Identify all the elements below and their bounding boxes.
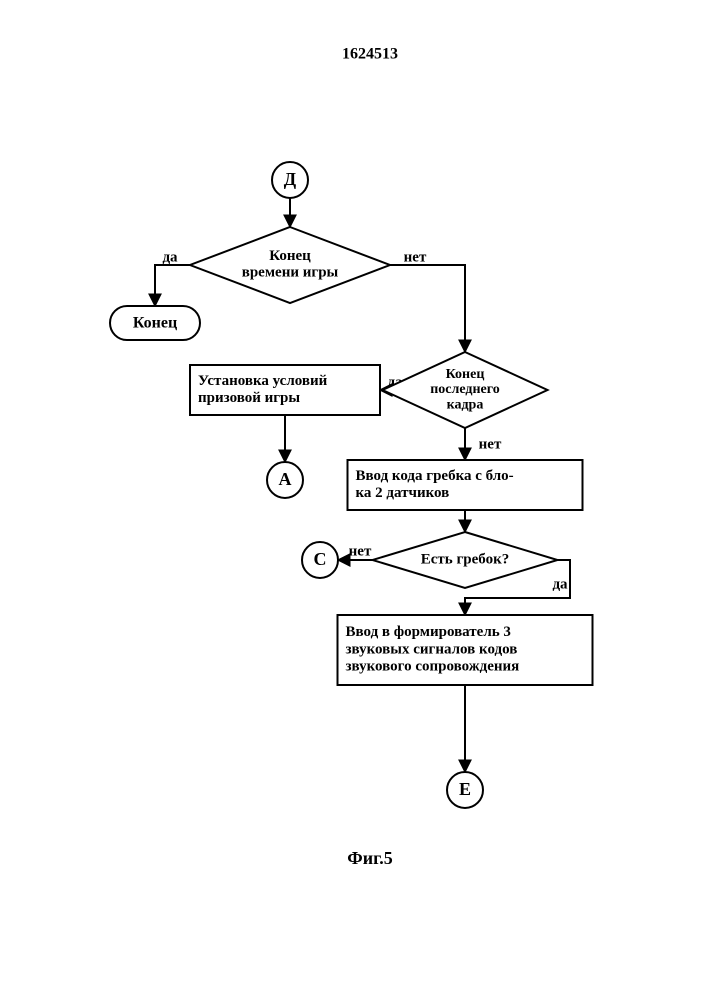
edge-label: нет: [349, 543, 372, 559]
node-dec1: Конецвремени игры: [190, 227, 390, 303]
node-D: Д: [272, 162, 308, 198]
svg-text:Есть гребок?: Есть гребок?: [421, 551, 509, 567]
svg-text:Е: Е: [459, 779, 471, 799]
flow-edge: [390, 265, 465, 352]
edge-label: нет: [479, 436, 502, 452]
edge-label: да: [162, 249, 178, 265]
svg-text:звукового сопровождения: звукового сопровождения: [346, 659, 520, 675]
page-number: 1624513: [342, 46, 398, 63]
svg-text:кадра: кадра: [447, 398, 484, 413]
node-C: С: [302, 542, 338, 578]
svg-text:последнего: последнего: [430, 382, 500, 397]
svg-text:ка 2 датчиков: ка 2 датчиков: [356, 485, 450, 501]
node-A: А: [267, 462, 303, 498]
node-E: Е: [447, 772, 483, 808]
svg-text:Д: Д: [284, 169, 297, 189]
svg-text:А: А: [279, 469, 292, 489]
svg-text:призовой игры: призовой игры: [198, 390, 300, 406]
edge-label: нет: [404, 249, 427, 265]
node-proc1: Установка условийпризовой игры: [190, 365, 380, 415]
svg-text:Конец: Конец: [133, 315, 177, 332]
svg-text:Конец: Конец: [269, 248, 311, 264]
svg-text:Конец: Конец: [446, 367, 485, 382]
node-proc2: Ввод кода гребка с бло-ка 2 датчиков: [348, 460, 583, 510]
svg-text:звуковых сигналов кодов: звуковых сигналов кодов: [346, 641, 518, 657]
node-dec2: Конецпоследнегокадра: [383, 352, 548, 428]
node-end: Конец: [110, 306, 200, 340]
figure-label: Фиг.5: [347, 848, 392, 868]
flow-edge: [155, 265, 190, 306]
edge-label: да: [552, 576, 568, 592]
node-dec3: Есть гребок?: [373, 532, 558, 588]
svg-text:С: С: [314, 549, 327, 569]
node-proc3: Ввод в формирователь 3звуковых сигналов …: [338, 615, 593, 685]
svg-text:Ввод кода гребка с бло-: Ввод кода гребка с бло-: [356, 468, 514, 484]
svg-text:времени игры: времени игры: [242, 265, 339, 281]
svg-text:Ввод в формирователь 3: Ввод в формирователь 3: [346, 624, 511, 640]
svg-text:Установка условий: Установка условий: [198, 373, 328, 389]
